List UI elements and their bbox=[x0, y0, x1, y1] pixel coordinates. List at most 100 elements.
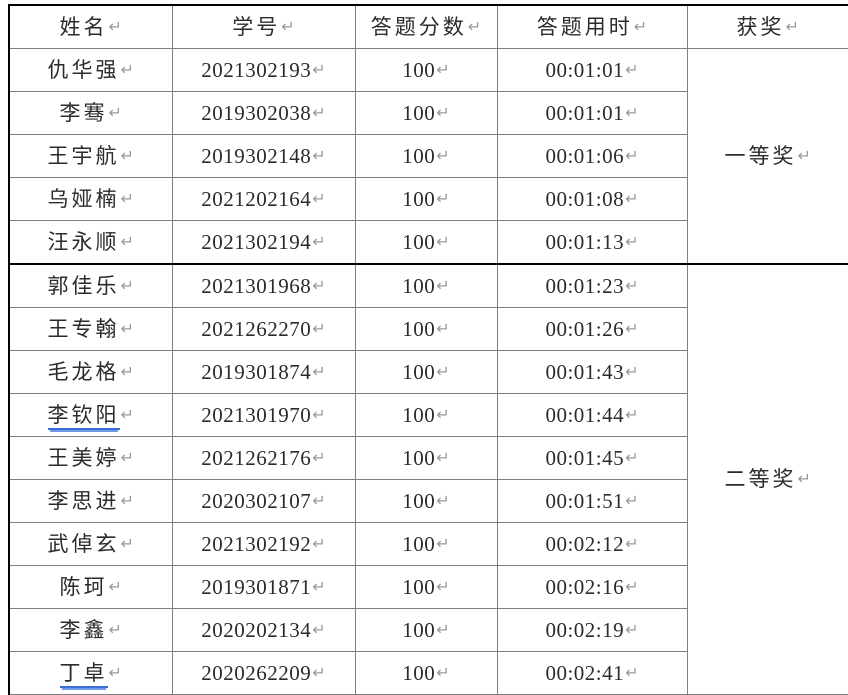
cell-name-text: 郭佳乐 bbox=[47, 273, 120, 298]
paragraph-mark-icon: ↵ bbox=[108, 619, 122, 639]
paragraph-mark-icon: ↵ bbox=[625, 145, 639, 165]
paragraph-mark-icon: ↵ bbox=[281, 16, 295, 36]
cell-time: 00:01:01↵ bbox=[496, 48, 688, 92]
cell-time-text: 00:02:12 bbox=[545, 531, 625, 556]
cell-score-text: 100 bbox=[402, 574, 436, 599]
cell-name: 汪永顺↵ bbox=[8, 220, 173, 265]
cell-score-text: 100 bbox=[402, 229, 436, 254]
cell-student-id: 2021302193↵ bbox=[171, 48, 356, 92]
cell-time: 00:01:51↵ bbox=[496, 479, 688, 523]
paragraph-mark-icon: ↵ bbox=[436, 102, 450, 122]
cell-score: 100↵ bbox=[354, 393, 498, 437]
paragraph-mark-icon: ↵ bbox=[120, 490, 134, 510]
paragraph-mark-icon: ↵ bbox=[467, 16, 482, 36]
cell-score: 100↵ bbox=[354, 91, 498, 135]
paragraph-mark-icon: ↵ bbox=[436, 231, 450, 251]
cell-score: 100↵ bbox=[354, 479, 498, 523]
cell-student-id-text: 2019302038 bbox=[201, 100, 312, 125]
paragraph-mark-icon: ↵ bbox=[625, 318, 639, 338]
cell-name-text: 李骞 bbox=[59, 100, 108, 125]
cell-student-id-text: 2019301874 bbox=[201, 359, 312, 384]
cell-student-id: 2020262209↵ bbox=[171, 651, 356, 695]
cell-score-text: 100 bbox=[402, 316, 436, 341]
cell-time-text: 00:01:45 bbox=[545, 445, 625, 470]
cell-score: 100↵ bbox=[354, 177, 498, 221]
table-row: 汪永顺↵ 2021302194↵ 100↵ 00:01:13↵ bbox=[8, 220, 848, 265]
cell-name-text: 王美婷 bbox=[47, 445, 120, 470]
cell-student-id: 2020302107↵ bbox=[171, 479, 356, 523]
paragraph-mark-icon: ↵ bbox=[312, 145, 326, 165]
paragraph-mark-icon: ↵ bbox=[120, 404, 134, 424]
cell-time-text: 00:01:01 bbox=[545, 57, 625, 82]
paragraph-mark-icon: ↵ bbox=[625, 533, 639, 553]
cell-score: 100↵ bbox=[354, 134, 498, 178]
paragraph-mark-icon: ↵ bbox=[120, 59, 134, 79]
document-page: 姓名↵ 学号↵ 答题分数↵ 答题用时↵ 获奖↵ 仇华强↵ 2021302193↵ 100↵ 00… bbox=[0, 4, 848, 695]
cell-score-text: 100 bbox=[402, 445, 436, 470]
paragraph-mark-icon: ↵ bbox=[108, 16, 122, 36]
cell-student-id-text: 2020262209 bbox=[201, 660, 312, 685]
column-header-sid-text: 学号 bbox=[232, 14, 281, 39]
cell-score: 100↵ bbox=[354, 48, 498, 92]
paragraph-mark-icon: ↵ bbox=[625, 576, 639, 596]
cell-time: 00:01:01↵ bbox=[496, 91, 688, 135]
cell-name-text: 丁卓 bbox=[59, 660, 108, 688]
cell-score-text: 100 bbox=[402, 660, 436, 685]
cell-name: 李骞↵ bbox=[8, 91, 173, 135]
cell-award: 一等奖↵ bbox=[686, 48, 848, 265]
cell-name-text: 陈珂 bbox=[59, 574, 108, 599]
cell-student-id-text: 2021262176 bbox=[201, 445, 312, 470]
award-results-table: 姓名↵ 学号↵ 答题分数↵ 答题用时↵ 获奖↵ 仇华强↵ 2021302193↵ 100↵ 00… bbox=[8, 4, 848, 695]
paragraph-mark-icon: ↵ bbox=[625, 102, 639, 122]
column-header-time: 答题用时↵ bbox=[496, 4, 688, 49]
cell-name: 王宇航↵ bbox=[8, 134, 173, 178]
paragraph-mark-icon: ↵ bbox=[625, 404, 639, 424]
paragraph-mark-icon: ↵ bbox=[312, 275, 326, 295]
cell-name-text: 李思进 bbox=[47, 488, 120, 513]
cell-time: 00:01:06↵ bbox=[496, 134, 688, 178]
cell-student-id-text: 2019301871 bbox=[201, 574, 312, 599]
paragraph-mark-icon: ↵ bbox=[797, 469, 811, 489]
cell-score-text: 100 bbox=[402, 531, 436, 556]
cell-award-text: 一等奖 bbox=[724, 143, 797, 168]
cell-student-id: 2020202134↵ bbox=[171, 608, 356, 652]
cell-time: 00:02:16↵ bbox=[496, 565, 688, 609]
cell-student-id: 2021302192↵ bbox=[171, 522, 356, 566]
cell-score-text: 100 bbox=[402, 359, 436, 384]
cell-student-id: 2021262176↵ bbox=[171, 436, 356, 480]
paragraph-mark-icon: ↵ bbox=[120, 188, 134, 208]
cell-score-text: 100 bbox=[402, 402, 436, 427]
column-header-award-text: 获奖 bbox=[736, 14, 785, 39]
paragraph-mark-icon: ↵ bbox=[436, 145, 450, 165]
paragraph-mark-icon: ↵ bbox=[797, 145, 811, 165]
cell-name: 李钦阳↵ bbox=[8, 393, 173, 437]
table-header-row: 姓名↵ 学号↵ 答题分数↵ 答题用时↵ 获奖↵ bbox=[8, 4, 848, 49]
cell-name: 李鑫↵ bbox=[8, 608, 173, 652]
cell-name: 毛龙格↵ bbox=[8, 350, 173, 394]
table-body: 姓名↵ 学号↵ 答题分数↵ 答题用时↵ 获奖↵ 仇华强↵ 2021302193↵ 100↵ 00… bbox=[8, 4, 848, 695]
cell-time: 00:01:44↵ bbox=[496, 393, 688, 437]
paragraph-mark-icon: ↵ bbox=[625, 447, 639, 467]
paragraph-mark-icon: ↵ bbox=[625, 59, 639, 79]
paragraph-mark-icon: ↵ bbox=[312, 188, 326, 208]
cell-score-text: 100 bbox=[402, 57, 436, 82]
cell-student-id: 2019301874↵ bbox=[171, 350, 356, 394]
cell-time-text: 00:01:23 bbox=[545, 273, 625, 298]
cell-name: 武倬玄↵ bbox=[8, 522, 173, 566]
column-header-score-text: 答题分数 bbox=[370, 14, 467, 39]
cell-time-text: 00:01:01 bbox=[545, 100, 625, 125]
table-row: 郭佳乐↵ 2021301968↵ 100↵ 00:01:23↵ 二等奖↵ bbox=[8, 263, 848, 695]
cell-time: 00:01:45↵ bbox=[496, 436, 688, 480]
paragraph-mark-icon: ↵ bbox=[436, 490, 450, 510]
paragraph-mark-icon: ↵ bbox=[312, 231, 326, 251]
paragraph-mark-icon: ↵ bbox=[625, 361, 639, 381]
paragraph-mark-icon: ↵ bbox=[120, 145, 134, 165]
cell-time: 00:01:08↵ bbox=[496, 177, 688, 221]
paragraph-mark-icon: ↵ bbox=[312, 404, 326, 424]
cell-student-id-text: 2020302107 bbox=[201, 488, 312, 513]
cell-name: 李思进↵ bbox=[8, 479, 173, 523]
paragraph-mark-icon: ↵ bbox=[633, 16, 648, 36]
cell-student-id-text: 2020202134 bbox=[201, 617, 312, 642]
paragraph-mark-icon: ↵ bbox=[625, 275, 639, 295]
paragraph-mark-icon: ↵ bbox=[436, 275, 450, 295]
